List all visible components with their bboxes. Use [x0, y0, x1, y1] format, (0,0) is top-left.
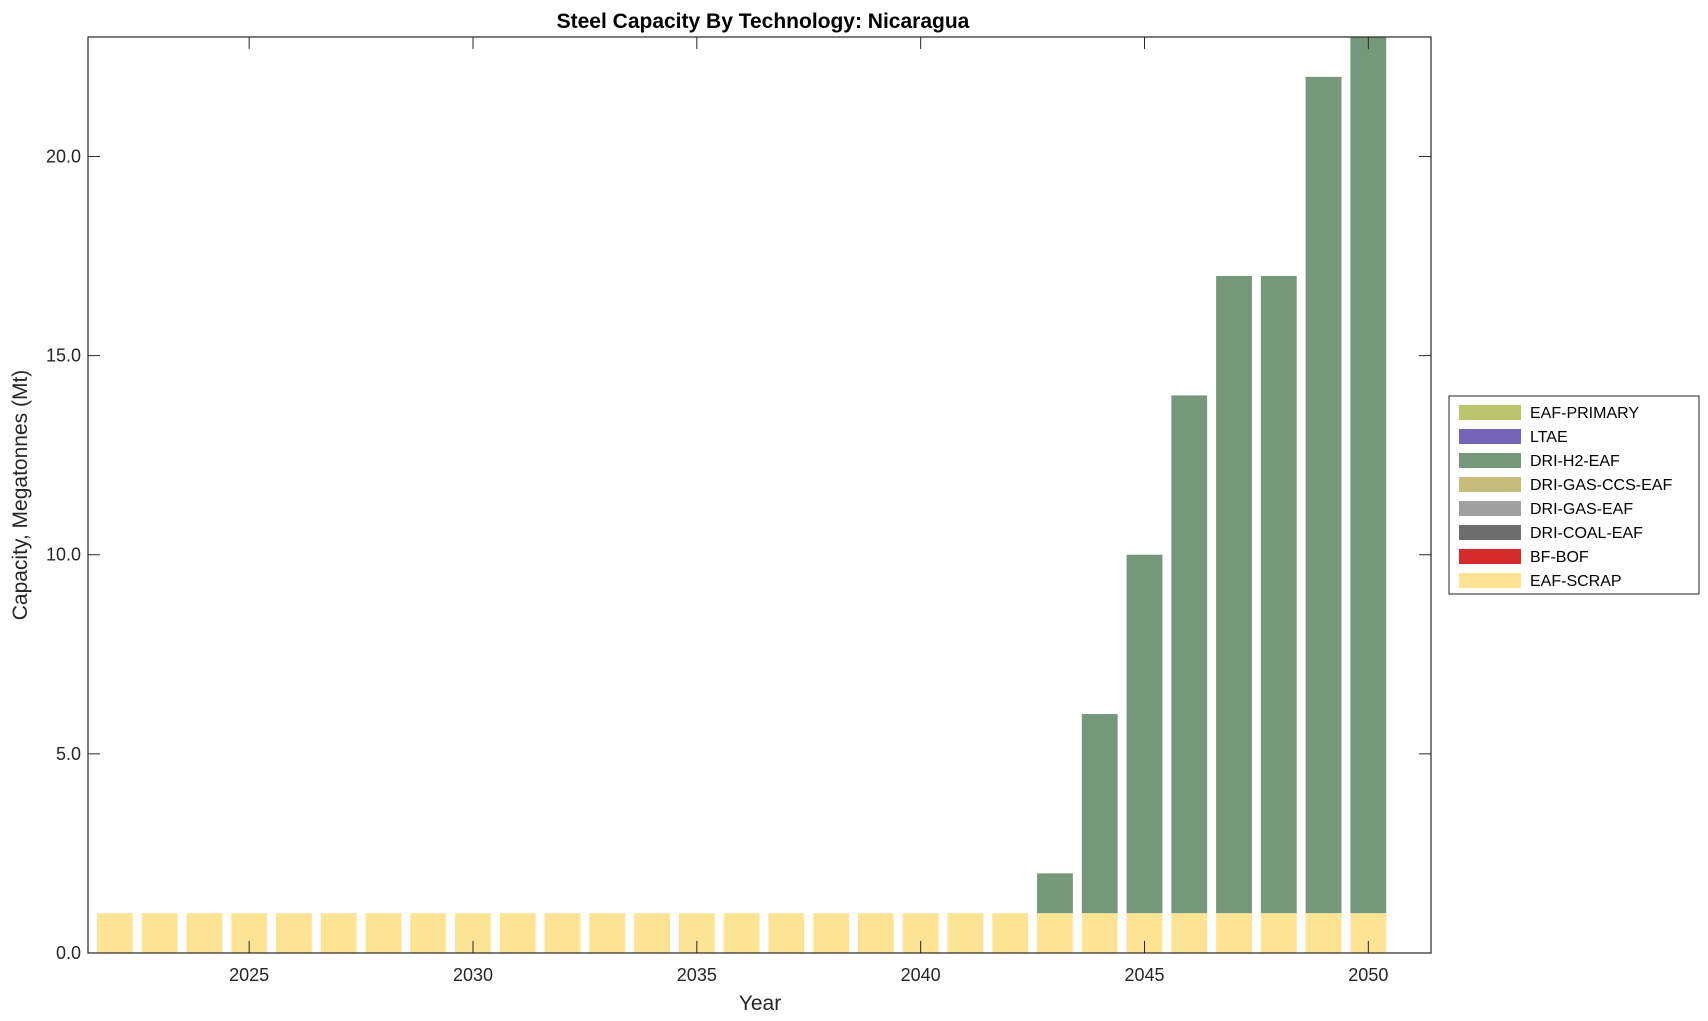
x-tick-label: 2040	[901, 965, 941, 985]
bar-eaf-scrap-2036	[723, 913, 760, 953]
bar-eaf-scrap-2047	[1216, 913, 1252, 953]
legend-label-dri-coal-eaf: DRI-COAL-EAF	[1530, 525, 1643, 542]
legend-label-eaf-scrap: EAF-SCRAP	[1530, 573, 1622, 590]
bar-eaf-scrap-2033	[589, 913, 626, 953]
bar-eaf-scrap-2034	[634, 913, 670, 953]
bar-eaf-scrap-2022	[96, 913, 133, 953]
bar-eaf-scrap-2026	[276, 913, 312, 953]
bar-dri-h2-eaf-2048	[1260, 275, 1297, 914]
bar-eaf-scrap-2027	[320, 913, 357, 953]
legend-label-bf-bof: BF-BOF	[1530, 549, 1589, 566]
bar-dri-h2-eaf-2044	[1081, 714, 1118, 914]
bar-eaf-scrap-2038	[813, 913, 850, 953]
legend-swatch-eaf-primary	[1459, 405, 1521, 420]
bar-eaf-scrap-2049	[1305, 913, 1342, 953]
y-tick-label: 15.0	[46, 346, 81, 366]
bar-dri-h2-eaf-2043	[1037, 873, 1073, 914]
y-axis-label: Capacity, Megatonnes (Mt)	[9, 370, 32, 621]
bar-eaf-scrap-2029	[410, 913, 447, 953]
bar-eaf-scrap-2028	[365, 913, 402, 953]
bar-eaf-scrap-2042	[992, 913, 1029, 953]
bar-dri-h2-eaf-2045	[1126, 554, 1163, 914]
bar-dri-h2-eaf-2050	[1350, 37, 1387, 914]
y-tick-label: 20.0	[46, 146, 81, 166]
x-tick-label: 2045	[1124, 965, 1164, 985]
bar-eaf-scrap-2043	[1037, 913, 1073, 953]
chart-title: Steel Capacity By Technology: Nicaragua	[557, 10, 970, 33]
legend-swatch-dri-coal-eaf	[1459, 525, 1521, 540]
bar-eaf-scrap-2048	[1260, 913, 1297, 953]
bars-layer	[96, 37, 1387, 953]
bar-eaf-scrap-2031	[499, 913, 536, 953]
x-tick-label: 2050	[1348, 965, 1388, 985]
bar-eaf-scrap-2024	[186, 913, 223, 953]
bar-dri-h2-eaf-2049	[1305, 76, 1342, 914]
bar-eaf-scrap-2023	[141, 913, 178, 953]
bar-eaf-scrap-2037	[768, 913, 805, 953]
bar-eaf-scrap-2046	[1171, 913, 1208, 953]
legend-swatch-dri-h2-eaf	[1459, 453, 1521, 468]
bar-eaf-scrap-2032	[544, 913, 581, 953]
x-tick-label: 2025	[229, 965, 269, 985]
y-tick-label: 5.0	[56, 744, 81, 764]
legend-swatch-dri-gas-eaf	[1459, 501, 1521, 516]
x-tick-label: 2035	[677, 965, 717, 985]
bar-dri-h2-eaf-2046	[1171, 395, 1208, 914]
legend-swatch-eaf-scrap	[1459, 573, 1521, 588]
bar-eaf-scrap-2041	[947, 913, 984, 953]
legend-label-ltae: LTAE	[1530, 429, 1568, 446]
legend-label-dri-gas-ccs-eaf: DRI-GAS-CCS-EAF	[1530, 477, 1672, 494]
legend-label-dri-gas-eaf: DRI-GAS-EAF	[1530, 501, 1633, 518]
bar-eaf-scrap-2044	[1081, 913, 1118, 953]
x-axis-ticks: 2025 2030 2035 2040 2045 2050	[229, 37, 1388, 985]
legend-label-dri-h2-eaf: DRI-H2-EAF	[1530, 453, 1620, 470]
y-axis-ticks: 0.0 5.0 10.0 15.0 20.0	[46, 146, 1431, 963]
y-tick-label: 0.0	[56, 943, 81, 963]
y-tick-label: 10.0	[46, 545, 81, 565]
bar-dri-h2-eaf-2047	[1216, 275, 1252, 914]
legend-swatch-bf-bof	[1459, 549, 1521, 564]
x-axis-label: Year	[739, 992, 781, 1015]
legend-label-eaf-primary: EAF-PRIMARY	[1530, 405, 1639, 422]
plot-frame	[87, 36, 1432, 954]
bar-eaf-scrap-2039	[857, 913, 894, 953]
legend-swatch-ltae	[1459, 429, 1521, 444]
legend-swatch-dri-gas-ccs-eaf	[1459, 477, 1521, 492]
x-tick-label: 2030	[453, 965, 493, 985]
legend: EAF-PRIMARY LTAE DRI-H2-EAF DRI-GAS-CCS-EAF…	[1448, 395, 1700, 595]
